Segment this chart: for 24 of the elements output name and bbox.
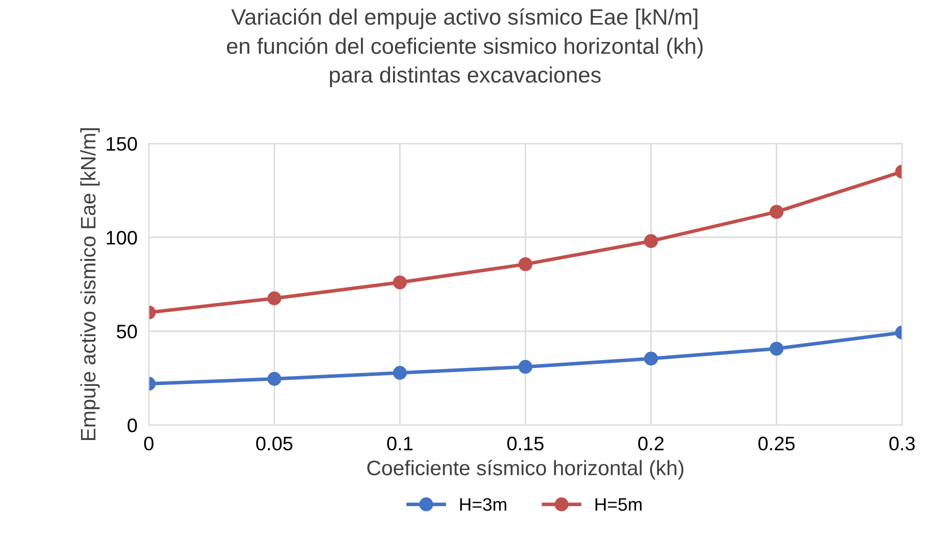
legend-label: H=5m bbox=[596, 498, 642, 511]
x-tick-label: 0 bbox=[144, 436, 154, 450]
point bbox=[644, 352, 658, 366]
x-tick-label: 0.1 bbox=[387, 436, 412, 450]
legend-label: H=3m bbox=[460, 498, 506, 511]
point bbox=[518, 360, 532, 374]
chart-title: Variación del empuje activo sísmico Eae [kN/m] en función del coeficiente sismico horizontal (kh) para distintas excavaciones bbox=[226, 8, 703, 88]
point bbox=[770, 342, 784, 356]
x-tick-label: 0.05 bbox=[256, 436, 292, 450]
x-axis-title: Coeficiente sísmico horizontal (kh) bbox=[367, 460, 684, 480]
point bbox=[392, 366, 407, 380]
y-tick-label: 150 bbox=[106, 136, 137, 151]
x-tick-label: 0.25 bbox=[758, 436, 795, 450]
y-tick-label: 100 bbox=[106, 230, 137, 245]
y-tick-label: 0 bbox=[128, 418, 137, 432]
point bbox=[392, 275, 407, 290]
x-tick-label: 0.2 bbox=[638, 436, 664, 450]
y-axis-title: Empuje activo sismico Eae [kN/m] bbox=[80, 128, 100, 440]
point bbox=[518, 257, 532, 272]
x-tick-label: 0.15 bbox=[507, 436, 544, 450]
point bbox=[770, 204, 784, 219]
y-tick-label: 50 bbox=[116, 324, 137, 338]
point bbox=[644, 234, 658, 248]
x-tick-label: 0.3 bbox=[889, 436, 915, 450]
